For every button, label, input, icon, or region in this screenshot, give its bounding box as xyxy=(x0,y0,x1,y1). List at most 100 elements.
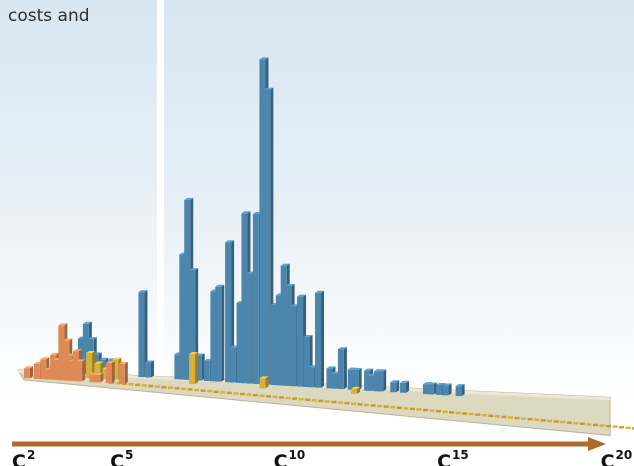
floor-mark xyxy=(200,389,206,392)
bar xyxy=(377,369,387,392)
floor-mark xyxy=(383,405,389,408)
floor-mark xyxy=(357,403,363,406)
floor-mark xyxy=(586,423,592,426)
floor-mark xyxy=(344,401,350,405)
bar xyxy=(76,359,86,382)
floor-mark xyxy=(514,416,520,420)
x-tick-label: C20 xyxy=(601,448,633,466)
floor-mark xyxy=(239,392,245,396)
floor-mark xyxy=(311,399,317,402)
floor-mark xyxy=(174,387,180,390)
floor-mark xyxy=(324,400,330,403)
floor-mark xyxy=(351,402,356,406)
bar xyxy=(138,290,148,378)
floor-mark xyxy=(226,391,232,395)
floor-mark xyxy=(592,423,598,427)
floor-mark xyxy=(409,407,415,411)
floor-mark xyxy=(298,397,304,401)
bar xyxy=(259,376,269,389)
floor-mark xyxy=(265,395,271,398)
floor-mark xyxy=(259,394,265,398)
x-tick-label: C15 xyxy=(437,448,469,466)
bar xyxy=(352,367,362,390)
x-tick-label: C10 xyxy=(274,448,306,466)
bar xyxy=(337,347,347,390)
floor-mark xyxy=(207,389,213,393)
floor-mark xyxy=(279,396,285,399)
floor-mark xyxy=(573,421,579,425)
sky-background-left xyxy=(0,0,157,400)
x-tick-label: C5 xyxy=(110,448,133,466)
floor-mark xyxy=(540,419,546,422)
floor-mark xyxy=(612,425,618,428)
floor-mark xyxy=(507,416,513,419)
floor-mark xyxy=(547,419,553,423)
floor-mark xyxy=(521,417,527,420)
bars-group xyxy=(24,57,465,397)
floor-mark xyxy=(148,384,154,388)
floor-mark xyxy=(534,418,540,422)
floor-mark xyxy=(475,413,481,416)
floor-mark xyxy=(285,396,291,400)
bar xyxy=(215,284,225,382)
bar xyxy=(118,361,128,384)
floor-mark xyxy=(364,403,370,407)
floor-mark xyxy=(233,392,239,395)
floor-mark xyxy=(167,386,173,389)
bar xyxy=(315,290,325,388)
bar xyxy=(105,361,115,384)
floor-mark xyxy=(246,393,252,396)
bar xyxy=(442,383,452,396)
floor-mark xyxy=(481,413,487,417)
floor-mark xyxy=(292,397,298,400)
floor-mark xyxy=(494,415,500,418)
floor-mark xyxy=(337,401,343,404)
floor-mark xyxy=(579,422,585,426)
floor-mark xyxy=(187,388,193,391)
floor-mark xyxy=(220,391,226,394)
floor-mark xyxy=(462,412,468,415)
floor-mark xyxy=(632,427,634,430)
floor-marks xyxy=(109,381,634,430)
x-axis-arrowhead-icon xyxy=(588,437,606,451)
floor-mark xyxy=(619,425,625,429)
bar xyxy=(427,382,437,395)
floor-mark xyxy=(625,426,631,430)
floor-mark xyxy=(527,417,533,421)
floor-mark xyxy=(396,406,402,410)
floor-mark xyxy=(115,381,121,385)
floor-mark xyxy=(141,384,147,387)
floor-mark xyxy=(154,385,160,388)
x-axis: C2 C5 C10 C15 C20 xyxy=(12,437,632,466)
floor-mark xyxy=(429,409,435,412)
bar xyxy=(400,380,410,393)
floor-mark xyxy=(194,388,200,392)
bar xyxy=(390,380,400,393)
floor-mark xyxy=(468,412,474,416)
caption-text: costs and xyxy=(8,6,90,26)
series-orange xyxy=(24,323,128,384)
floor-mark xyxy=(566,421,572,424)
bar xyxy=(94,372,104,383)
floor-mark xyxy=(455,411,461,415)
floor-mark xyxy=(560,420,566,424)
floor-mark xyxy=(501,415,507,419)
floor-mark xyxy=(488,414,494,418)
floor-mark xyxy=(390,405,396,409)
floor-mark xyxy=(449,411,455,414)
floor-mark xyxy=(436,409,442,413)
floor-mark xyxy=(422,408,428,412)
floor-mark xyxy=(252,393,258,397)
floor-mark xyxy=(318,399,324,403)
bar xyxy=(455,384,465,397)
floor-mark xyxy=(377,404,383,408)
bar xyxy=(351,386,360,394)
floor-mark xyxy=(135,383,141,387)
floor-mark xyxy=(606,424,612,428)
floor-mark xyxy=(416,408,422,411)
floor-mark xyxy=(442,410,448,414)
floor-mark xyxy=(599,424,605,427)
bar xyxy=(189,352,199,385)
bar xyxy=(144,360,154,378)
